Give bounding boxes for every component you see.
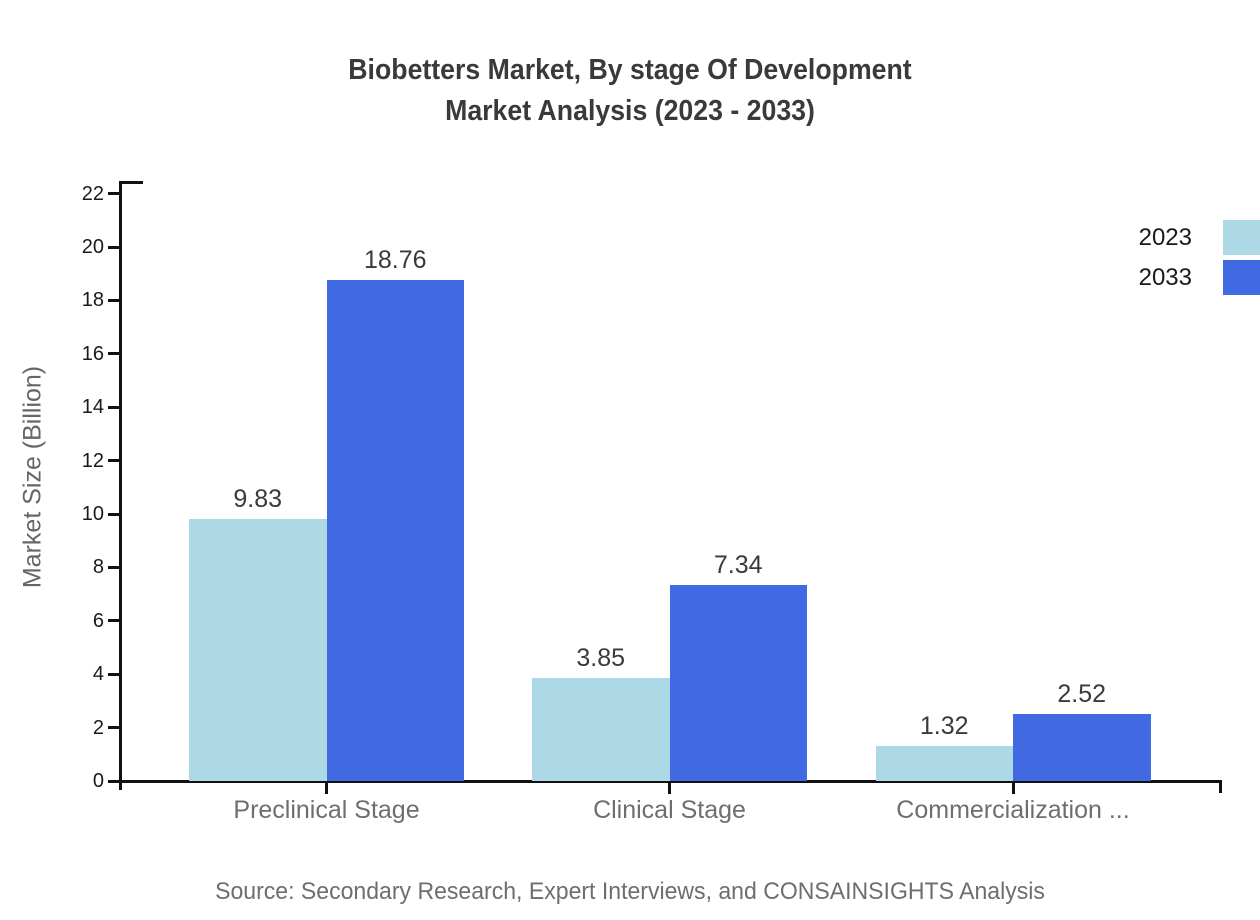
legend-swatch-2023 bbox=[1223, 220, 1260, 255]
y-tick-label: 8 bbox=[92, 556, 104, 579]
y-tick-label: 20 bbox=[81, 236, 104, 258]
y-axis-line bbox=[118, 181, 122, 790]
x-axis-end-cap bbox=[1219, 781, 1222, 793]
y-axis-top-cap bbox=[118, 181, 143, 184]
y-tick-label: 10 bbox=[81, 503, 104, 525]
bar-2023-commercialization bbox=[875, 745, 1013, 781]
y-tick-label: 6 bbox=[92, 609, 104, 632]
y-tick bbox=[108, 565, 120, 569]
value-label-2023-preclinical-stage: 9.83 bbox=[233, 484, 283, 513]
value-label-2033-preclinical-stage: 18.76 bbox=[363, 246, 427, 275]
category-label-preclinical-stage: Preclinical Stage bbox=[233, 796, 420, 824]
y-tick bbox=[108, 779, 120, 783]
y-tick-label: 18 bbox=[81, 289, 104, 312]
value-label-2033-clinical-stage: 7.34 bbox=[713, 551, 763, 580]
legend-item-2023: 2023 bbox=[1139, 220, 1260, 255]
y-tick bbox=[108, 405, 120, 409]
y-tick-label: 12 bbox=[81, 449, 104, 472]
x-tick bbox=[668, 782, 671, 794]
y-tick bbox=[108, 512, 120, 516]
legend-label-2023: 2023 bbox=[1138, 224, 1192, 251]
legend-item-2033: 2033 bbox=[1139, 260, 1260, 295]
bar-2033-preclinical-stage bbox=[326, 280, 464, 781]
chart-title-line1: Biobetters Market, By stage Of Developme… bbox=[348, 54, 912, 86]
value-label-2023-commercialization: 1.32 bbox=[919, 711, 969, 740]
y-tick bbox=[108, 619, 120, 623]
value-label-2023-clinical-stage: 3.85 bbox=[576, 644, 626, 673]
category-label-commercialization: Commercialization ... bbox=[896, 796, 1130, 824]
y-tick bbox=[108, 726, 120, 730]
x-axis-line bbox=[108, 779, 1222, 783]
y-tick bbox=[108, 192, 120, 196]
x-tick bbox=[325, 782, 328, 794]
y-tick-label: 14 bbox=[81, 396, 104, 419]
bar-2033-commercialization bbox=[1013, 713, 1151, 781]
y-tick bbox=[108, 352, 120, 356]
legend-label-2033: 2033 bbox=[1138, 264, 1192, 291]
bar-2033-clinical-stage bbox=[669, 585, 807, 781]
y-tick bbox=[108, 298, 120, 302]
category-label-clinical-stage: Clinical Stage bbox=[593, 796, 746, 824]
y-tick bbox=[108, 459, 120, 463]
bar-2023-preclinical-stage bbox=[189, 518, 327, 781]
legend-swatch-2033 bbox=[1223, 260, 1260, 295]
y-tick-label: 4 bbox=[92, 663, 104, 686]
y-tick-label: 2 bbox=[92, 716, 104, 739]
bar-2023-clinical-stage bbox=[532, 678, 670, 781]
y-tick bbox=[108, 672, 120, 676]
y-tick bbox=[108, 245, 120, 249]
x-tick bbox=[1011, 782, 1015, 794]
value-label-2033-commercialization: 2.52 bbox=[1057, 679, 1107, 708]
chart-title: Biobetters Market, By stage Of Developme… bbox=[50, 50, 1209, 132]
chart-title-line2: Market Analysis (2023 - 2033) bbox=[445, 95, 815, 127]
y-tick-label: 0 bbox=[92, 770, 104, 792]
y-tick-label: 22 bbox=[81, 182, 104, 205]
y-tick-label: 16 bbox=[81, 342, 104, 365]
source-note: Source: Secondary Research, Expert Inter… bbox=[215, 878, 1045, 905]
